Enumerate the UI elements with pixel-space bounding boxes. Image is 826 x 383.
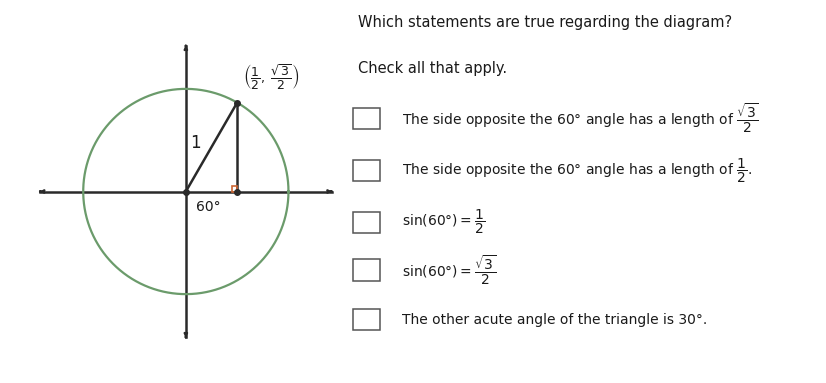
- Bar: [354, 160, 380, 181]
- Bar: [231, 186, 237, 192]
- Text: The other acute angle of the triangle is 30°.: The other acute angle of the triangle is…: [402, 313, 707, 327]
- Text: The side opposite the 60° angle has a length of $\dfrac{\sqrt{3}}{2}$: The side opposite the 60° angle has a le…: [402, 102, 758, 135]
- Text: Which statements are true regarding the diagram?: Which statements are true regarding the …: [358, 15, 733, 30]
- Bar: [354, 260, 380, 280]
- Text: 60°: 60°: [196, 200, 221, 214]
- Bar: [354, 309, 380, 330]
- Text: $\sin(60°) = \dfrac{1}{2}$: $\sin(60°) = \dfrac{1}{2}$: [402, 208, 485, 236]
- Text: 1: 1: [190, 134, 201, 152]
- Text: $\sin(60°) = \dfrac{\sqrt{3}}{2}$: $\sin(60°) = \dfrac{\sqrt{3}}{2}$: [402, 254, 496, 286]
- Bar: [354, 211, 380, 233]
- Text: $\left(\dfrac{1}{2},\ \dfrac{\sqrt{3}}{2}\right)$: $\left(\dfrac{1}{2},\ \dfrac{\sqrt{3}}{2…: [244, 63, 300, 92]
- Text: The side opposite the 60° angle has a length of $\dfrac{1}{2}$.: The side opposite the 60° angle has a le…: [402, 156, 752, 185]
- Text: Check all that apply.: Check all that apply.: [358, 61, 507, 76]
- Bar: [354, 108, 380, 129]
